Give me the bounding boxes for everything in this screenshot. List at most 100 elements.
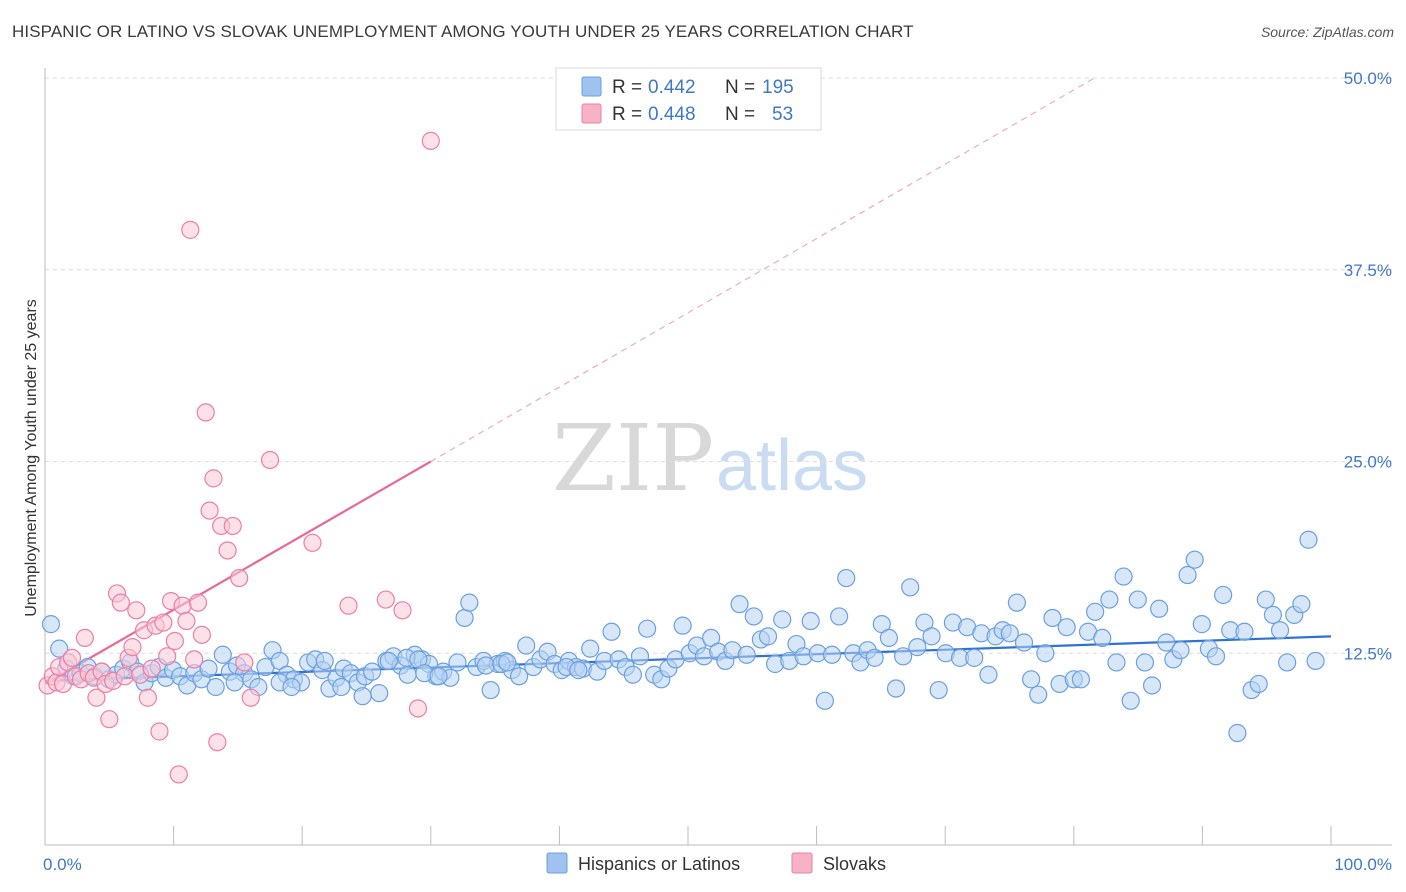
point-hispanics [623, 665, 642, 684]
point-hispanics [837, 568, 856, 588]
legend-top: R = 0.442 N = 195 R = 0.448 N = 53 [555, 67, 822, 131]
point-hispanics [879, 628, 899, 648]
point-hispanics [1022, 670, 1041, 689]
point-hispanics [1299, 530, 1318, 549]
point-hispanics [815, 691, 834, 710]
legend-n-value-blue: 195 [762, 77, 794, 98]
point-hispanics [1150, 599, 1169, 618]
y-tick-label: 12.5% [1344, 644, 1392, 663]
point-hispanics [1263, 605, 1283, 625]
legend-n-value-pink: 53 [772, 104, 793, 125]
point-hispanics [455, 608, 474, 628]
point-hispanics [332, 677, 351, 697]
bottom-legend-label-slovaks: Slovaks [823, 854, 886, 874]
chart-source: Source: ZipAtlas.com [1260, 24, 1394, 40]
point-hispanics [1135, 653, 1155, 672]
point-slovaks [223, 516, 242, 536]
point-hispanics [476, 656, 496, 675]
point-hispanics [744, 607, 763, 626]
y-tick-label: 37.5% [1344, 261, 1392, 280]
point-slovaks [196, 403, 215, 422]
point-hispanics [1256, 590, 1275, 609]
point-hispanics [894, 647, 913, 666]
watermark-atlas: atlas [716, 426, 868, 506]
point-hispanics [282, 677, 301, 697]
point-hispanics [730, 595, 749, 614]
point-hispanics [979, 665, 998, 684]
point-hispanics [199, 659, 218, 678]
point-hispanics [1214, 585, 1233, 605]
x-tick-label-max: 100.0% [1334, 855, 1392, 874]
point-slovaks [200, 501, 219, 520]
point-hispanics [1121, 691, 1140, 710]
point-slovaks [75, 628, 94, 648]
point-hispanics [50, 639, 69, 658]
point-hispanics [1036, 644, 1055, 663]
legend-swatch-pink [581, 103, 602, 124]
point-hispanics [758, 627, 778, 646]
point-slovaks [177, 611, 196, 631]
legend-r-value-pink: 0.448 [648, 104, 696, 125]
point-hispanics [602, 622, 621, 641]
point-hispanics [822, 645, 842, 664]
x-tick-labels: 0.0% 100.0% [43, 855, 1392, 874]
point-hispanics [1306, 651, 1325, 671]
point-slovaks [142, 659, 161, 678]
point-hispanics [460, 593, 479, 612]
point-hispanics [41, 615, 61, 634]
trend-line-slovaks-extension [430, 77, 1095, 463]
point-slovaks [158, 647, 177, 666]
point-slovaks [150, 722, 169, 741]
point-slovaks [173, 596, 192, 615]
point-slovaks [241, 688, 260, 707]
point-slovaks [111, 593, 130, 612]
point-hispanics [498, 653, 517, 672]
point-hispanics [1249, 674, 1268, 694]
point-slovaks [188, 593, 208, 612]
point-hispanics [1114, 567, 1133, 586]
point-hispanics [908, 638, 927, 657]
point-slovaks [218, 541, 237, 560]
y-tick-labels: 12.5% 25.0% 37.5% 50.0% [1344, 69, 1392, 663]
point-hispanics [517, 636, 536, 655]
watermark: ZIP atlas [552, 405, 868, 512]
point-slovaks [138, 688, 157, 707]
point-hispanics [448, 653, 467, 672]
point-hispanics [1142, 676, 1162, 695]
bottom-legend-swatch-hispanics [546, 852, 568, 874]
point-hispanics [1270, 621, 1290, 640]
point-hispanics [1007, 593, 1027, 612]
legend-n-label-blue: N = [725, 77, 755, 98]
point-hispanics [630, 647, 650, 666]
point-hispanics [1043, 608, 1062, 628]
point-slovaks [339, 596, 358, 615]
point-slovaks [165, 631, 184, 651]
point-hispanics [581, 639, 600, 658]
point-hispanics [213, 645, 232, 664]
point-hispanics [1014, 633, 1034, 652]
point-hispanics [1071, 670, 1091, 689]
watermark-zip: ZIP [552, 405, 714, 512]
series-slovaks-points [38, 131, 440, 784]
point-hispanics [363, 662, 382, 681]
point-hispanics [638, 619, 657, 638]
point-slovaks [154, 613, 173, 632]
legend-swatch-blue [581, 76, 602, 97]
point-hispanics [569, 661, 588, 680]
point-hispanics [398, 665, 417, 684]
point-hispanics [370, 684, 389, 703]
point-hispanics [1278, 653, 1297, 672]
point-hispanics [315, 651, 334, 671]
point-slovaks [192, 625, 211, 644]
point-hispanics [922, 627, 941, 646]
point-hispanics [1057, 618, 1076, 637]
point-hispanics [1206, 647, 1226, 666]
point-hispanics [1128, 590, 1147, 609]
point-slovaks [62, 648, 82, 667]
point-slovaks [208, 733, 227, 752]
point-slovaks [408, 699, 428, 718]
y-tick-label: 25.0% [1344, 453, 1392, 472]
point-hispanics [1093, 628, 1112, 648]
point-slovaks [376, 590, 395, 609]
